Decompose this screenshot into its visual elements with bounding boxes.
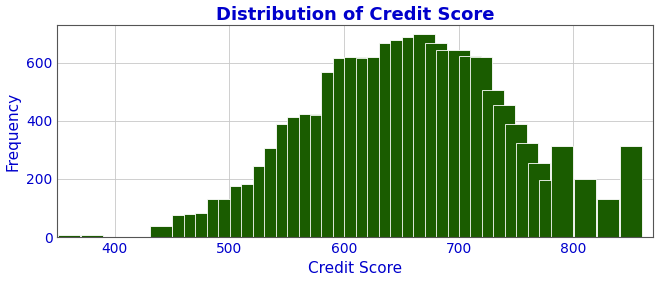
Bar [459,56,481,237]
Bar [207,199,229,237]
Title: Distribution of Credit Score: Distribution of Credit Score [216,6,495,24]
Bar [310,115,332,237]
Bar [390,40,413,237]
Bar [619,146,641,237]
Bar [264,149,286,237]
Bar [413,34,435,237]
Bar [436,50,458,237]
Bar [379,43,401,237]
Bar [551,146,573,237]
Bar [218,199,241,237]
Bar [241,184,263,237]
Bar [539,180,561,237]
Bar [402,37,424,237]
Bar [184,214,206,237]
Bar [356,58,378,237]
Bar [195,213,217,237]
Y-axis label: Frequency: Frequency [5,91,20,171]
Bar [596,199,619,237]
Bar [367,57,389,237]
Bar [81,235,103,237]
Bar [173,215,194,237]
Bar [275,124,298,237]
X-axis label: Credit Score: Credit Score [308,261,403,276]
Bar [528,163,550,237]
Bar [494,105,515,237]
Bar [333,58,355,237]
Bar [287,116,309,237]
Bar [424,43,447,237]
Bar [322,72,343,237]
Bar [58,235,80,237]
Bar [517,143,538,237]
Bar [471,57,492,237]
Bar [252,166,275,237]
Bar [345,57,366,237]
Bar [482,91,504,237]
Bar [573,179,596,237]
Bar [505,124,527,237]
Bar [150,226,171,237]
Bar [299,114,320,237]
Bar [447,50,470,237]
Bar [230,186,252,237]
